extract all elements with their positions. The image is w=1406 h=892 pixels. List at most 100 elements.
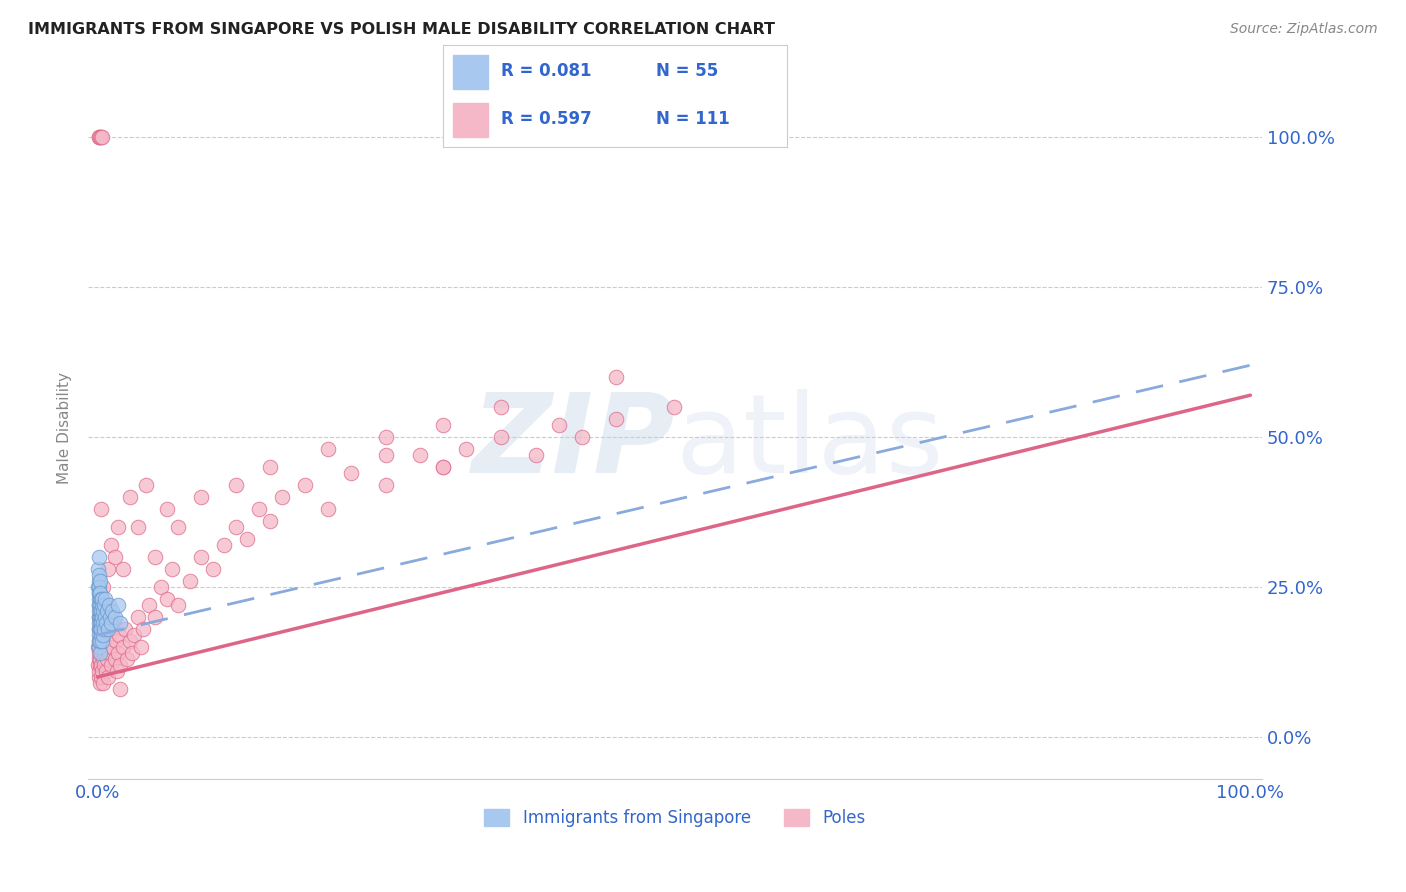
Point: [374, 448, 396, 462]
Point: [101, 604, 124, 618]
Point: [179, 574, 201, 588]
Point: [89, 586, 111, 600]
Point: [121, 646, 143, 660]
Point: [100, 615, 122, 630]
Point: [89, 598, 111, 612]
Text: atlas: atlas: [675, 389, 943, 496]
Point: [118, 634, 141, 648]
Point: [97, 598, 120, 612]
Point: [87, 652, 110, 666]
Point: [143, 550, 166, 565]
Point: [96, 652, 118, 666]
Point: [93, 646, 115, 660]
Point: [111, 562, 134, 576]
Point: [87, 634, 110, 648]
Point: [259, 514, 281, 528]
Point: [104, 610, 127, 624]
Point: [90, 628, 112, 642]
Point: [432, 418, 454, 433]
Point: [122, 628, 145, 642]
Point: [89, 610, 111, 624]
Point: [87, 598, 110, 612]
Point: [662, 400, 685, 414]
Point: [489, 400, 512, 414]
Point: [107, 646, 129, 660]
Point: [201, 562, 224, 576]
Point: [94, 615, 117, 630]
Point: [89, 604, 111, 618]
Legend: Immigrants from Singapore, Poles: Immigrants from Singapore, Poles: [478, 802, 872, 834]
Point: [91, 604, 114, 618]
Point: [489, 430, 512, 444]
Point: [91, 676, 114, 690]
Point: [190, 490, 212, 504]
Point: [89, 628, 111, 642]
Point: [605, 412, 627, 426]
Point: [87, 130, 110, 145]
Point: [524, 448, 547, 462]
Point: [89, 615, 111, 630]
Point: [93, 598, 115, 612]
Point: [91, 615, 114, 630]
Point: [94, 640, 117, 654]
Point: [87, 580, 110, 594]
Point: [104, 550, 127, 565]
Point: [167, 520, 190, 534]
Point: [270, 490, 292, 504]
Point: [91, 640, 114, 654]
Point: [127, 520, 149, 534]
Point: [89, 574, 111, 588]
Point: [114, 622, 136, 636]
Point: [93, 658, 115, 673]
Point: [89, 580, 111, 594]
Point: [100, 658, 122, 673]
Point: [90, 615, 112, 630]
Point: [111, 640, 134, 654]
Point: [91, 592, 114, 607]
Point: [89, 130, 111, 145]
Point: [87, 658, 110, 673]
Point: [89, 652, 111, 666]
Point: [108, 628, 131, 642]
Point: [98, 628, 121, 642]
Point: [90, 610, 112, 624]
Point: [294, 478, 316, 492]
Point: [87, 615, 110, 630]
Point: [87, 574, 110, 588]
Point: [89, 598, 111, 612]
Point: [90, 622, 112, 636]
Point: [103, 615, 125, 630]
Point: [316, 442, 339, 457]
Point: [143, 610, 166, 624]
Point: [129, 640, 152, 654]
Point: [87, 568, 110, 582]
Point: [155, 592, 177, 607]
Point: [87, 622, 110, 636]
Point: [155, 502, 177, 516]
Point: [104, 634, 127, 648]
Point: [87, 610, 110, 624]
Point: [127, 610, 149, 624]
Point: [118, 490, 141, 504]
Point: [91, 652, 114, 666]
Point: [225, 478, 247, 492]
Point: [90, 598, 112, 612]
Point: [90, 658, 112, 673]
Point: [100, 538, 122, 552]
Point: [89, 592, 111, 607]
Point: [340, 466, 363, 480]
Point: [97, 622, 120, 636]
Point: [225, 520, 247, 534]
Point: [138, 598, 160, 612]
Point: [89, 615, 111, 630]
Point: [90, 634, 112, 648]
Point: [90, 604, 112, 618]
Point: [107, 520, 129, 534]
Text: ZIP: ZIP: [471, 389, 675, 496]
Point: [409, 448, 432, 462]
Text: R = 0.081: R = 0.081: [502, 62, 592, 80]
Point: [247, 502, 270, 516]
Point: [87, 610, 110, 624]
Point: [374, 478, 396, 492]
Point: [571, 430, 593, 444]
